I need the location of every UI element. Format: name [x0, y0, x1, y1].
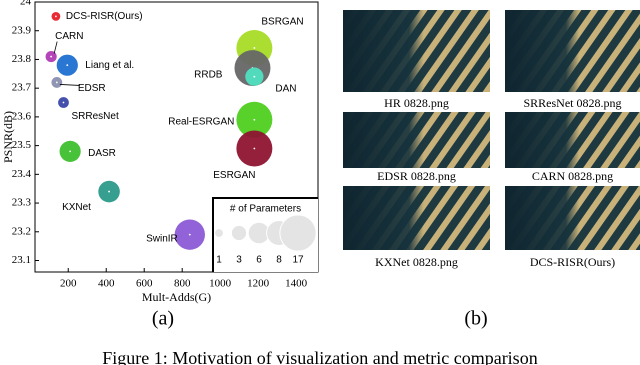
size-legend-circle: [279, 214, 317, 252]
y-tick-label: 24: [20, 0, 32, 8]
y-axis-label: PSNR(dB): [1, 111, 15, 163]
point-label: DASR: [88, 148, 116, 159]
size-legend-label: 8: [276, 255, 282, 266]
bubble-center: [253, 75, 256, 78]
size-legend-label: 6: [256, 255, 262, 266]
point-label: DAN: [275, 83, 296, 94]
image-shade: [505, 186, 640, 250]
point-label: SwinIR: [146, 233, 178, 244]
bubble-center: [66, 64, 69, 67]
x-tick-label: 200: [60, 278, 77, 290]
size-legend-label: 1: [216, 255, 222, 266]
size-legend-title: # of Parameters: [230, 204, 301, 215]
point-label: EDSR: [78, 83, 106, 94]
x-tick-label: 1400: [285, 278, 308, 290]
bubble-center: [54, 15, 57, 18]
image-shade: [505, 112, 640, 168]
image-caption: DCS-RISR(Ours): [530, 255, 615, 269]
size-legend-frame: [212, 197, 318, 272]
image-caption: CARN 0828.png: [532, 169, 613, 183]
caption: Figure 1: Motivation of visualization an…: [102, 348, 537, 365]
x-tick-label: 1200: [247, 278, 270, 290]
y-tick-label: 23.2: [12, 225, 31, 237]
image-caption: SRResNet 0828.png: [523, 96, 621, 110]
size-legend-circle: [214, 228, 224, 238]
label-arrow: [59, 84, 80, 86]
y-tick-label: 23.5: [12, 139, 32, 151]
bubble-center: [69, 150, 72, 153]
subcaption: (a): [152, 308, 174, 330]
point-label: Liang et al.: [85, 60, 134, 71]
bubble-center: [253, 147, 256, 150]
point-label: DCS-RISR(Ours): [66, 11, 143, 22]
y-tick-label: 23.4: [12, 168, 32, 180]
bubble-center: [253, 118, 256, 121]
size-legend-circle: [230, 224, 248, 242]
y-tick-label: 23.8: [12, 53, 32, 65]
bubble-center: [253, 47, 256, 49]
subcaption: (b): [464, 308, 487, 330]
bubble-center: [55, 81, 58, 84]
x-tick-label: 400: [98, 278, 115, 290]
image-shade: [343, 186, 490, 250]
y-tick-label: 23.1: [12, 254, 31, 266]
size-legend-label: 3: [236, 255, 242, 266]
y-tick-label: 23.3: [12, 197, 32, 209]
y-tick-label: 23.7: [12, 82, 32, 94]
point-label: Real-ESRGAN: [168, 116, 234, 127]
image-shade: [343, 112, 490, 168]
point-label: CARN: [55, 31, 83, 42]
label-arrow: [53, 41, 58, 54]
plot-frame: [34, 1, 319, 273]
point-label: BSRGAN: [261, 17, 303, 28]
point-label: ESRGAN: [213, 170, 255, 181]
image-caption: HR 0828.png: [384, 96, 449, 110]
point-label: RRDB: [194, 70, 223, 81]
image-caption: KXNet 0828.png: [375, 255, 458, 269]
x-tick-label: 600: [136, 278, 153, 290]
image-caption: EDSR 0828.png: [377, 169, 456, 183]
image-shade: [343, 10, 490, 92]
x-axis-label: Mult-Adds(G): [142, 290, 211, 304]
point-label: KXNet: [62, 202, 91, 213]
x-tick-label: 800: [174, 278, 191, 290]
bubble-center: [50, 55, 53, 58]
image-shade: [505, 10, 640, 92]
x-tick-label: 1000: [209, 278, 232, 290]
y-tick-label: 23.9: [12, 24, 32, 36]
bubble-center: [108, 190, 110, 193]
point-label: SRResNet: [71, 111, 118, 122]
bubble-center: [62, 101, 65, 104]
size-legend-label: 17: [292, 255, 304, 266]
bubble-center: [188, 233, 191, 236]
y-tick-label: 23.6: [12, 110, 32, 122]
